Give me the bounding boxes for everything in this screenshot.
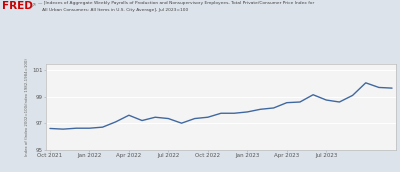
Text: ↗: ↗	[30, 1, 36, 10]
Text: All Urban Consumers: All Items in U.S. City Average], Jul 2023=100: All Urban Consumers: All Items in U.S. C…	[38, 8, 188, 12]
Text: — [Indexes of Aggregate Weekly Payrolls of Production and Nonsupervisory Employe: — [Indexes of Aggregate Weekly Payrolls …	[38, 1, 314, 5]
Text: FRED: FRED	[2, 1, 33, 11]
Y-axis label: Index of (Index 2002=100/Index 1982-1984=100): Index of (Index 2002=100/Index 1982-1984…	[25, 58, 29, 156]
